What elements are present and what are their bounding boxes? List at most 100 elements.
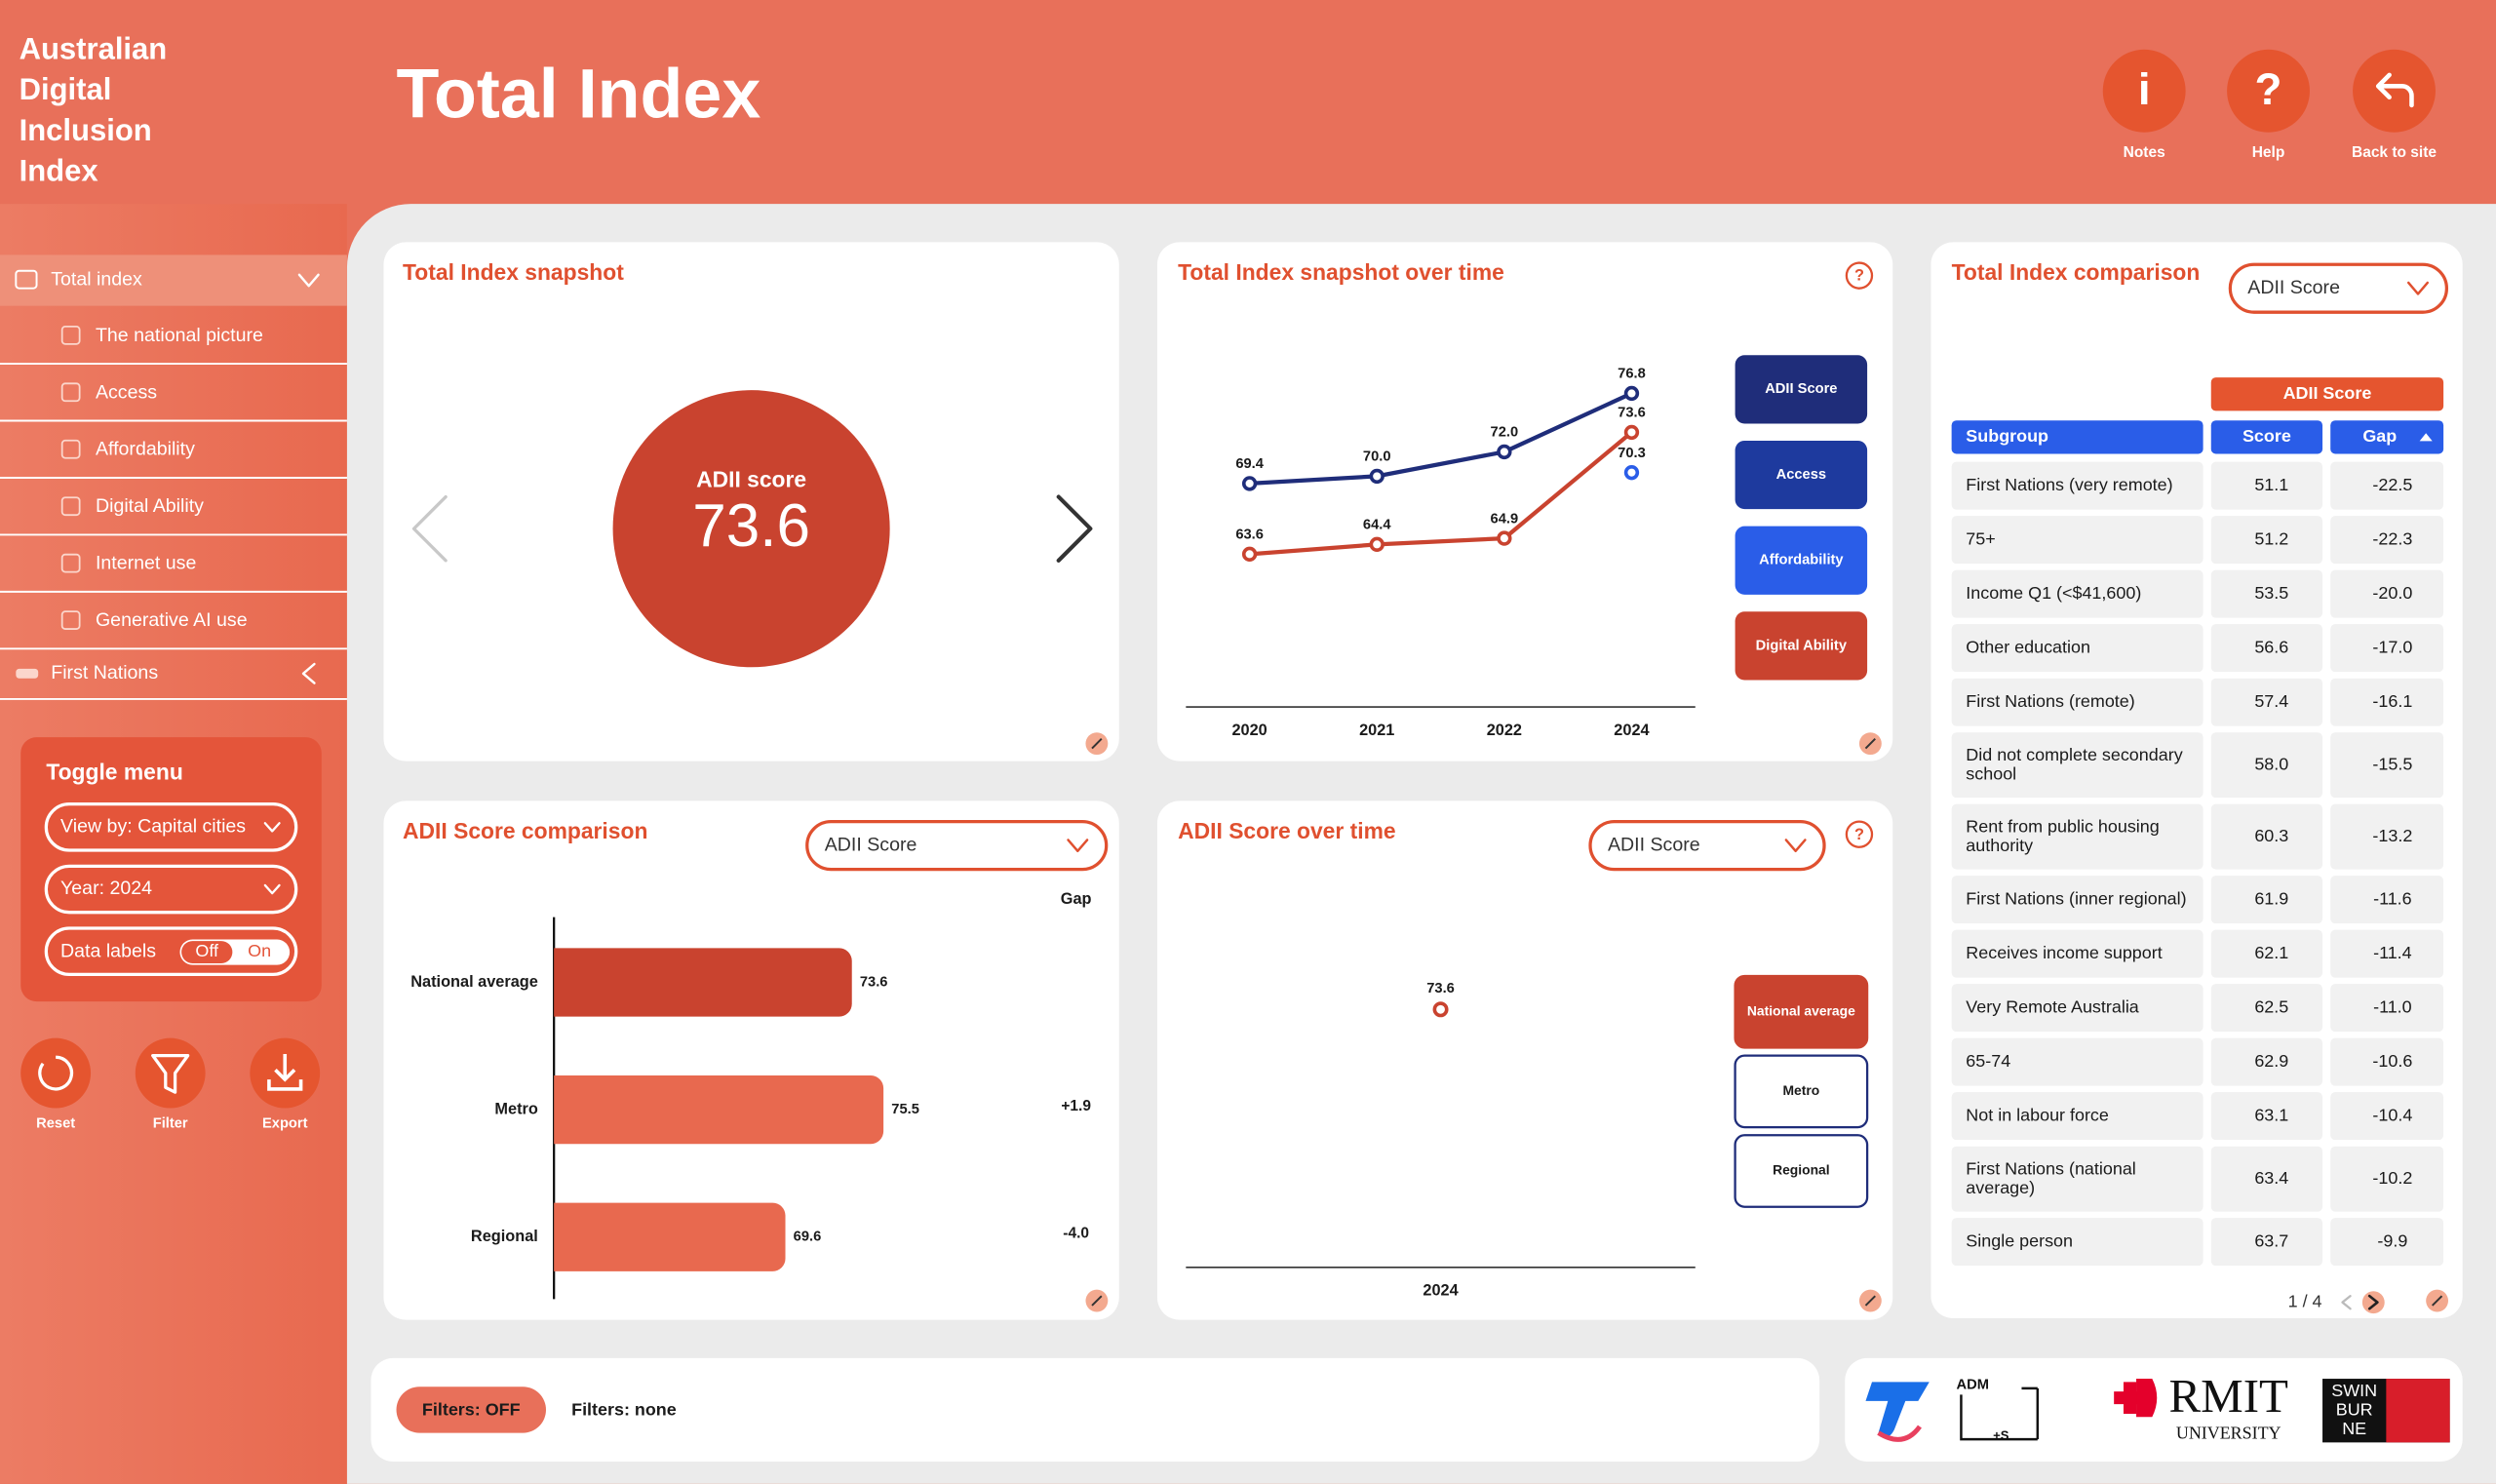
table-cell [2330, 1037, 2444, 1086]
menu-icon [16, 668, 39, 679]
help-button[interactable] [1845, 820, 1874, 848]
legend-button[interactable] [1734, 974, 1869, 1049]
filter-icon [151, 1054, 190, 1094]
table-cell [1951, 516, 2204, 565]
dropdown[interactable] [805, 820, 1109, 872]
header-icon: ? [2255, 64, 2282, 114]
row-label: 75+ [1966, 528, 1995, 548]
card-title: Total Index comparison [1952, 259, 2201, 285]
help-button[interactable] [1845, 261, 1874, 290]
bar [554, 948, 852, 1017]
legend-button[interactable] [1734, 1134, 1869, 1208]
expand-icon [1091, 738, 1103, 750]
expand-icon [2432, 1295, 2443, 1307]
legend-button[interactable] [1735, 355, 1868, 424]
x-tick-label: 2022 [1487, 722, 1522, 739]
rmit-logo: RMIT [2169, 1369, 2289, 1423]
dropdown[interactable] [44, 864, 298, 915]
data-point [1623, 385, 1640, 402]
legend-label: Affordability [1759, 553, 1844, 568]
header-button[interactable] [2227, 49, 2310, 133]
table-cell [2330, 516, 2444, 565]
card [1156, 801, 1893, 1320]
sidebar-title: Inclusion [20, 113, 152, 147]
x-tick-label: 2024 [1614, 722, 1649, 739]
filters-button[interactable] [396, 1386, 546, 1433]
gap-cell: -22.3 [2372, 528, 2412, 548]
menu-item[interactable] [0, 254, 347, 306]
header-button[interactable] [2102, 49, 2186, 133]
gap-cell: -11.6 [2373, 888, 2412, 908]
gap-label: -4.0 [1063, 1226, 1089, 1242]
telstra-logo-accent [1877, 1425, 1922, 1442]
table-cell [2330, 461, 2444, 510]
expand-icon [1864, 738, 1876, 750]
sort-icon [2419, 433, 2433, 442]
legend-button[interactable] [1735, 526, 1868, 595]
row-label: First Nations (very remote) [1966, 475, 2172, 494]
row-label: First Nations (national average) [1966, 1158, 2140, 1197]
data-point [1497, 444, 1512, 460]
chevron-icon [411, 494, 448, 563]
column-header[interactable] [1951, 420, 2204, 454]
header-icon: i [2138, 64, 2151, 114]
gap-cell: -10.6 [2372, 1051, 2412, 1071]
chevron-icon [263, 883, 281, 895]
chevron-icon [263, 822, 281, 833]
next-page[interactable] [2361, 1291, 2385, 1314]
legend-button[interactable] [1735, 611, 1868, 681]
data-point [1369, 536, 1384, 553]
legend-label: Metro [1782, 1082, 1819, 1098]
gap-label: +1.9 [1061, 1098, 1091, 1114]
score-cell: 51.1 [2254, 475, 2288, 494]
legend-button[interactable] [1735, 440, 1868, 510]
header-button[interactable] [2353, 49, 2436, 133]
dropdown-label: View by: Capital cities [60, 816, 246, 838]
gap-cell: -10.4 [2372, 1105, 2412, 1124]
dropdown[interactable] [44, 802, 298, 852]
submenu-label: Generative AI use [96, 609, 248, 631]
column-header[interactable] [2330, 420, 2444, 454]
header-button-label: Notes [2124, 144, 2165, 161]
table-cell [1951, 1218, 2204, 1267]
card-title: Total Index snapshot over time [1178, 259, 1504, 285]
table-cell [2210, 1092, 2323, 1141]
category-label: Metro [494, 1100, 537, 1117]
table-cell [2210, 929, 2323, 978]
column-header[interactable] [2210, 420, 2323, 454]
gap-cell: -20.0 [2372, 583, 2412, 603]
category-label: National average [410, 973, 538, 991]
gap-cell: -15.5 [2372, 754, 2412, 773]
action-button[interactable] [135, 1037, 206, 1109]
adms-logo: ADM [1957, 1377, 1989, 1392]
table-cell [2210, 732, 2323, 799]
column-header-label: Gap [2362, 426, 2397, 446]
submenu-label: Internet use [96, 553, 197, 574]
gap-cell: -10.2 [2372, 1168, 2412, 1188]
row-label: Receives income support [1966, 943, 2162, 962]
action-label: Filter [153, 1116, 188, 1132]
rmit-pixel-logo [2114, 1382, 2146, 1414]
column-header-label: Score [2242, 426, 2291, 446]
dropdown[interactable] [2228, 262, 2449, 314]
score-cell: 62.5 [2254, 996, 2288, 1016]
table-cell [2330, 678, 2444, 726]
table-cell [2210, 1218, 2323, 1267]
score-label: ADII score [696, 466, 806, 491]
data-point [1369, 468, 1384, 485]
table-cell [2210, 624, 2323, 673]
submenu-icon [60, 439, 81, 459]
row-label: Very Remote Australia [1966, 996, 2138, 1016]
table-cell [1951, 876, 2204, 924]
submenu-item[interactable] [0, 365, 347, 420]
table-cell [2330, 929, 2444, 978]
row-label: Did not complete secondary school [1966, 745, 2187, 784]
adms-logo: +S [1993, 1427, 2009, 1442]
action-button[interactable] [20, 1037, 92, 1109]
gap-cell: -9.9 [2377, 1230, 2407, 1250]
dropdown[interactable] [1588, 820, 1826, 872]
submenu-label: Affordability [96, 439, 195, 460]
submenu-label: Digital Ability [96, 495, 204, 517]
legend-button[interactable] [1734, 1054, 1869, 1129]
